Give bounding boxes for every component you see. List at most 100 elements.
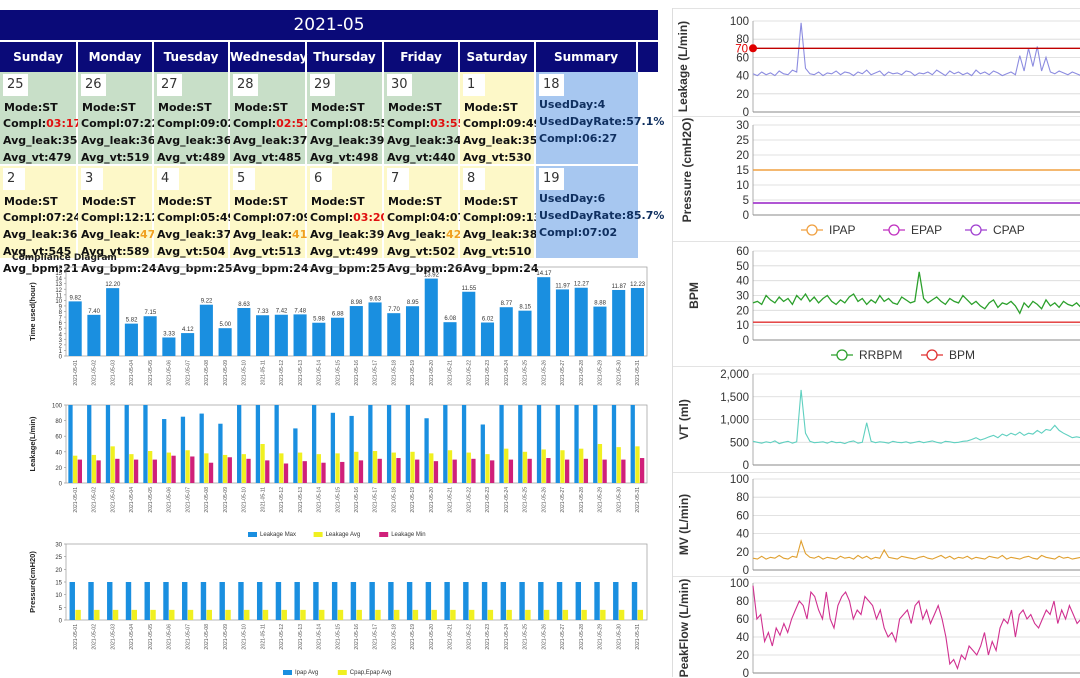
- bar: [410, 451, 415, 483]
- bar: [237, 307, 251, 356]
- x-tick-label: 2021-05-21: [448, 487, 454, 513]
- calendar-day-cell[interactable]: 7Mode:ST Compl:04:07 Avg_leak:42 Avg_vt:502…: [384, 166, 465, 275]
- weekday-sunday: Sunday: [0, 42, 78, 72]
- bar: [499, 307, 513, 356]
- x-tick-label: 2021-05-24: [504, 487, 510, 513]
- bar: [412, 609, 419, 620]
- day-compliance: Compl:05:49: [154, 209, 235, 226]
- y-tick-label: 14: [55, 277, 62, 283]
- bar: [546, 458, 551, 483]
- calendar-day-cell[interactable]: 26Mode:ST Compl:07:22 Avg_leak:36 Avg_vt:51…: [78, 72, 159, 181]
- y-tick-label: 1,500: [720, 392, 749, 404]
- bar-value-label: 9.82: [70, 295, 82, 301]
- bar: [447, 450, 453, 483]
- bar: [190, 456, 195, 483]
- bar: [256, 315, 270, 356]
- bar: [527, 458, 532, 483]
- x-tick-label: 2021-05-03: [110, 624, 116, 650]
- bar-value-label: 6.02: [482, 317, 494, 323]
- calendar-day-cell[interactable]: 30Mode:ST Compl:03:55 Avg_leak:34 Avg_vt:44…: [384, 72, 465, 181]
- series-line: [752, 389, 1080, 445]
- bar-value-label: 8.95: [407, 300, 419, 306]
- y-tick-label: 25: [736, 135, 749, 147]
- calendar-day-cell[interactable]: 8Mode:ST Compl:09:13 Avg_leak:38 Avg_vt:510…: [460, 166, 541, 275]
- day-compliance: Compl:04:07: [384, 209, 465, 226]
- bar: [499, 405, 504, 483]
- x-tick-label: 2021-05-31: [635, 487, 641, 513]
- calendar-day-cell[interactable]: 25Mode:ST Compl:03:17 Avg_leak:35 Avg_vt:47…: [0, 72, 81, 181]
- bar-value-label: 12.20: [105, 282, 121, 288]
- calendar-day-cell[interactable]: 1Mode:ST Compl:09:49 Avg_leak:35 Avg_vt:530…: [460, 72, 541, 181]
- avg-leak-label: Avg_leak:: [387, 134, 447, 147]
- calendar-day-cell[interactable]: 6Mode:ST Compl:03:20 Avg_leak:39 Avg_vt:499…: [307, 166, 388, 275]
- y-tick-label: 0: [743, 668, 749, 678]
- bar: [611, 405, 617, 483]
- x-tick-label: 2021-05-11: [260, 360, 266, 385]
- x-tick-label: 2021-05-09: [223, 624, 229, 650]
- calendar-day-cell[interactable]: 4Mode:ST Compl:05:49 Avg_leak:37 Avg_vt:504…: [154, 166, 235, 275]
- bar-value-label: 7.33: [257, 309, 269, 315]
- bar: [293, 314, 307, 356]
- bar: [302, 461, 307, 483]
- calendar-day-cell[interactable]: 28Mode:ST Compl:02:51 Avg_leak:37 Avg_vt:48…: [230, 72, 311, 181]
- x-tick-label: 2021-05-23: [485, 624, 491, 650]
- day-compliance: Compl:12:12: [78, 209, 159, 226]
- bar: [147, 451, 153, 483]
- bar: [555, 405, 560, 483]
- y-tick-label: 3: [59, 338, 63, 344]
- y-tick-label: 30: [736, 291, 749, 303]
- avg-leak-value: 36: [62, 228, 78, 241]
- x-tick-label: 2021-05-15: [335, 624, 341, 650]
- calendar-day-cell[interactable]: 29Mode:ST Compl:08:55 Avg_leak:39 Avg_vt:49…: [307, 72, 388, 181]
- x-tick-label: 2021-05-18: [391, 487, 397, 513]
- bar: [144, 582, 150, 620]
- bar: [75, 609, 81, 620]
- bar-value-label: 5.82: [126, 318, 138, 324]
- bar: [621, 459, 626, 483]
- avg-leak-value: 35: [62, 134, 78, 147]
- bar: [162, 337, 176, 356]
- y-tick-label: 25: [55, 555, 62, 561]
- bar: [68, 405, 73, 483]
- bar: [169, 609, 175, 620]
- compliance-label: Compl:: [463, 117, 507, 130]
- x-tick-label: 2021-05-07: [185, 487, 191, 513]
- day-compliance: Compl:09:13: [460, 209, 541, 226]
- bar: [424, 418, 429, 483]
- bar: [450, 609, 456, 620]
- bar-value-label: 5.98: [313, 317, 325, 323]
- bar: [618, 609, 625, 620]
- avg-leak-label: Avg_leak:: [463, 134, 523, 147]
- day-avg-leak: Avg_leak:37: [154, 226, 232, 243]
- pressure-line-chart: 0 5 10 15 20 25 30 Pressure (cmH2O) IPAP EPAP CPAP: [673, 116, 1080, 237]
- bar-value-label: 12.27: [574, 282, 590, 288]
- day-compliance: Compl:03:55: [384, 115, 465, 132]
- bar-value-label: 6.08: [444, 316, 456, 322]
- avg-leak-label: Avg_leak:: [387, 228, 447, 241]
- day-avg-vt: Avg_vt:440: [387, 151, 456, 164]
- bar: [294, 582, 300, 620]
- bar: [225, 609, 231, 620]
- calendar-day-cell[interactable]: 27Mode:ST Compl:09:02 Avg_leak:36 Avg_vt:48…: [154, 72, 235, 181]
- x-tick-label: 2021-05-30: [616, 360, 622, 386]
- x-tick-label: 2021-05-10: [242, 624, 248, 650]
- bar: [519, 582, 525, 620]
- day-mode: Mode:ST: [311, 101, 365, 114]
- x-tick-label: 2021-05-20: [429, 487, 435, 513]
- y-tick-label: 60: [736, 614, 749, 626]
- bar-value-label: 11.87: [612, 284, 627, 290]
- y-tick-label: 10: [736, 180, 749, 192]
- bar: [77, 459, 82, 483]
- y-tick-label: 0: [59, 619, 63, 625]
- avg-leak-value: 37: [216, 228, 232, 241]
- x-tick-label: 2021-05-29: [598, 487, 604, 513]
- day-avg-bpm: Avg_bpm:24: [81, 262, 157, 275]
- calendar-day-cell[interactable]: 5Mode:ST Compl:07:09 Avg_leak:41 Avg_vt:513…: [230, 166, 311, 275]
- y-tick-label: 15: [55, 581, 62, 587]
- day-mode: Mode:ST: [158, 195, 212, 208]
- calendar-day-cell[interactable]: 2Mode:ST Compl:07:24 Avg_leak:36 Avg_vt:545…: [0, 166, 81, 275]
- calendar-day-cell[interactable]: 3Mode:ST Compl:12:12 Avg_leak:47 Avg_vt:589…: [78, 166, 159, 275]
- bar: [468, 609, 475, 620]
- day-avg-vt: Avg_vt:502: [387, 245, 456, 258]
- x-tick-label: 2021-05-16: [354, 487, 360, 513]
